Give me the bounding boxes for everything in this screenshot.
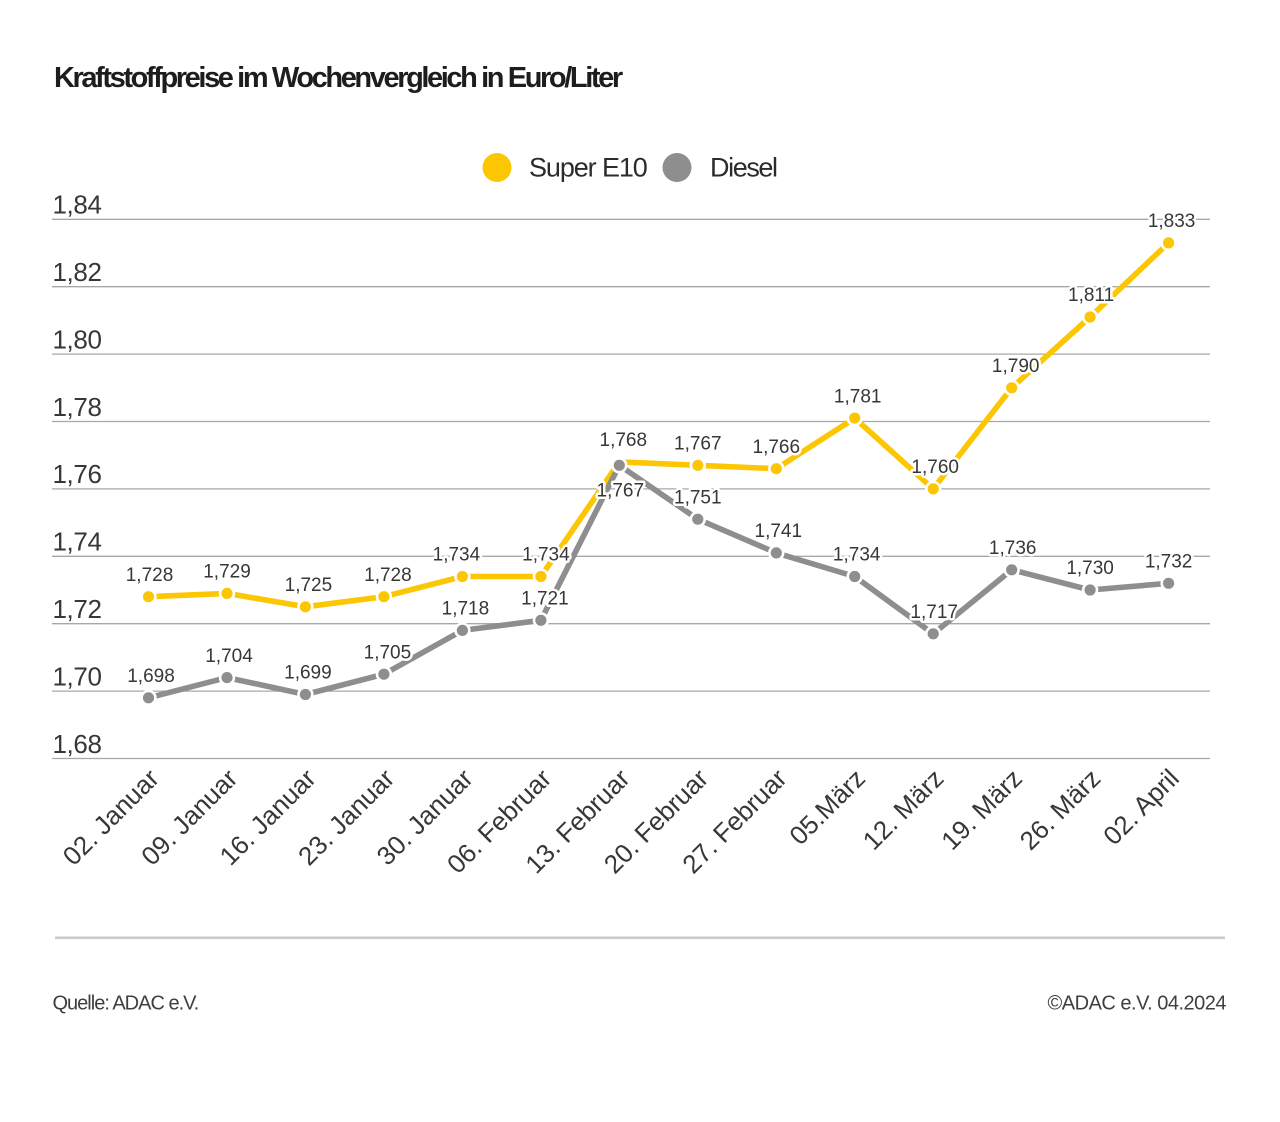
svg-text:02. April: 02. April [1097, 763, 1185, 851]
svg-text:Quelle: ADAC e.V.: Quelle: ADAC e.V. [53, 993, 199, 1015]
svg-text:1,811: 1,811 [1068, 285, 1114, 306]
svg-text:1,84: 1,84 [53, 190, 102, 220]
svg-text:1,736: 1,736 [989, 538, 1037, 559]
svg-text:©ADAC e.V. 04.2024: ©ADAC e.V. 04.2024 [1048, 993, 1227, 1015]
svg-text:1,82: 1,82 [53, 257, 102, 287]
svg-text:1,718: 1,718 [442, 599, 490, 620]
svg-text:1,741: 1,741 [755, 521, 803, 542]
svg-text:1,730: 1,730 [1066, 558, 1114, 579]
svg-text:1,70: 1,70 [53, 661, 102, 691]
svg-text:Super E10: Super E10 [529, 153, 647, 183]
svg-text:1,717: 1,717 [910, 602, 958, 623]
svg-text:1,725: 1,725 [285, 575, 333, 596]
svg-text:1,760: 1,760 [911, 457, 959, 478]
svg-text:1,766: 1,766 [753, 437, 801, 458]
svg-text:1,768: 1,768 [600, 430, 648, 451]
svg-text:1,732: 1,732 [1145, 552, 1193, 573]
svg-text:1,72: 1,72 [53, 594, 102, 624]
svg-text:1,734: 1,734 [522, 545, 570, 566]
svg-text:1,705: 1,705 [364, 643, 412, 664]
svg-text:1,751: 1,751 [674, 487, 722, 508]
svg-text:1,729: 1,729 [203, 562, 251, 583]
svg-text:1,698: 1,698 [127, 666, 175, 687]
svg-text:1,74: 1,74 [53, 527, 102, 557]
svg-text:1,80: 1,80 [53, 324, 102, 354]
svg-text:Diesel: Diesel [710, 153, 777, 183]
svg-text:26. März: 26. März [1014, 763, 1107, 856]
svg-text:1,76: 1,76 [53, 459, 102, 489]
svg-text:1,68: 1,68 [53, 729, 102, 759]
svg-text:1,721: 1,721 [521, 589, 569, 610]
svg-text:1,78: 1,78 [53, 392, 102, 422]
svg-text:1,781: 1,781 [834, 386, 882, 407]
svg-text:1,728: 1,728 [364, 565, 412, 586]
svg-text:1,728: 1,728 [126, 565, 174, 586]
svg-text:12. März: 12. März [857, 763, 950, 856]
svg-text:1,699: 1,699 [284, 663, 332, 684]
svg-text:1,704: 1,704 [205, 646, 253, 667]
svg-text:1,734: 1,734 [833, 545, 881, 566]
svg-text:19. März: 19. März [935, 763, 1028, 856]
svg-text:1,767: 1,767 [674, 434, 722, 455]
svg-text:05.März: 05.März [783, 763, 871, 851]
svg-text:1,833: 1,833 [1148, 211, 1196, 232]
svg-text:1,767: 1,767 [597, 480, 645, 501]
svg-text:1,734: 1,734 [433, 545, 481, 566]
svg-text:1,790: 1,790 [992, 356, 1040, 377]
